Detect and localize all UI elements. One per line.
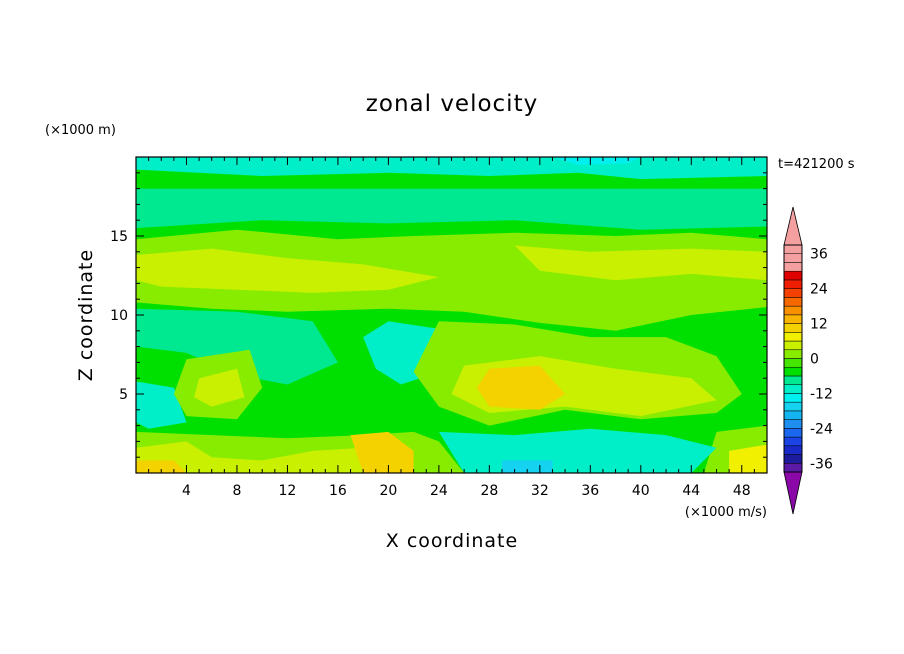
- colorbar-swatch: [783, 384, 803, 394]
- colorbar-swatch: [783, 445, 803, 455]
- colorbar-swatch: [783, 436, 803, 447]
- colorbar-swatch: [783, 463, 803, 473]
- colorbar-tick-label: 36: [810, 247, 828, 263]
- y-tick-label: 10: [110, 308, 128, 324]
- colorbar-swatch: [783, 244, 803, 254]
- contour-region: [552, 157, 641, 165]
- colorbar-frame: [783, 244, 803, 473]
- contour-region: [514, 245, 767, 281]
- colorbar-tick-label: 0: [810, 352, 819, 368]
- x-tick-label: 24: [430, 483, 448, 499]
- colorbar-swatch: [783, 340, 803, 351]
- y-axis-label: Z coordinate: [75, 249, 97, 381]
- colorbar-swatch: [783, 366, 803, 377]
- colorbar-tick-label: -36: [810, 456, 833, 472]
- colorbar: 36 24 12 0 -12 -24 -36: [783, 206, 833, 515]
- x-tick-label: 12: [279, 483, 297, 499]
- y-axis-ticks: 5 10 15: [110, 172, 767, 458]
- contour-region: [136, 381, 187, 429]
- x-tick-label: 48: [733, 483, 751, 499]
- colorbar-tick-label: 24: [810, 282, 828, 298]
- colorbar-swatch: [783, 288, 803, 298]
- contour-region: [194, 368, 245, 407]
- colorbar-tick-label: -24: [810, 421, 833, 437]
- colorbar-swatch: [783, 428, 803, 438]
- contour-region: [476, 365, 566, 410]
- colorbar-tick-label: 12: [810, 317, 828, 333]
- contour-region: [729, 444, 767, 473]
- colorbar-swatch: [783, 270, 803, 281]
- colorbar-swatch: [783, 262, 803, 272]
- time-label: t=421200 s: [778, 157, 855, 172]
- x-tick-label: 32: [531, 483, 549, 499]
- colorbar-swatch: [783, 314, 803, 324]
- colorbar-max-arrow: [783, 206, 803, 246]
- x-tick-label: 16: [329, 483, 347, 499]
- x-unit-label: (×1000 m/s): [685, 505, 767, 520]
- x-tick-label: 28: [480, 483, 498, 499]
- x-axis-ticks: 4 8 12 16 20 24 28 32 36 40 44 48: [148, 157, 755, 499]
- x-tick-label: 4: [182, 483, 191, 499]
- x-tick-label: 20: [379, 483, 397, 499]
- colorbar-swatch: [783, 253, 803, 263]
- x-tick-label: 44: [682, 483, 700, 499]
- colorbar-swatch: [783, 297, 803, 307]
- colorbar-swatch: [783, 454, 803, 464]
- colorbar-tick-label: -12: [810, 386, 833, 402]
- y-tick-label: 5: [119, 387, 128, 403]
- x-tick-label: 40: [632, 483, 650, 499]
- contour-region: [136, 248, 439, 293]
- y-unit-label: (×1000 m): [45, 123, 116, 138]
- x-tick-label: 8: [232, 483, 241, 499]
- x-tick-label: 36: [581, 483, 599, 499]
- x-axis-label: X coordinate: [386, 530, 518, 552]
- colorbar-swatch: [783, 410, 803, 420]
- colorbar-swatch: [783, 305, 803, 316]
- colorbar-swatch: [783, 419, 803, 429]
- colorbar-swatch: [783, 279, 803, 289]
- contour-region: [136, 441, 414, 473]
- contour-fill-regions: [136, 157, 767, 473]
- contour-region: [350, 431, 414, 473]
- colorbar-swatch: [783, 323, 803, 333]
- contour-region: [136, 308, 338, 385]
- contour-region: [136, 188, 767, 230]
- colorbar-swatch: [783, 393, 803, 403]
- colorbar-swatch: [783, 332, 803, 342]
- colorbar-swatch: [783, 401, 803, 412]
- y-tick-label: 15: [110, 229, 128, 245]
- chart-title: zonal velocity: [366, 91, 538, 117]
- colorbar-swatch: [783, 358, 803, 368]
- colorbar-swatch: [783, 375, 803, 385]
- colorbar-min-arrow: [783, 471, 803, 515]
- colorbar-swatch: [783, 349, 803, 359]
